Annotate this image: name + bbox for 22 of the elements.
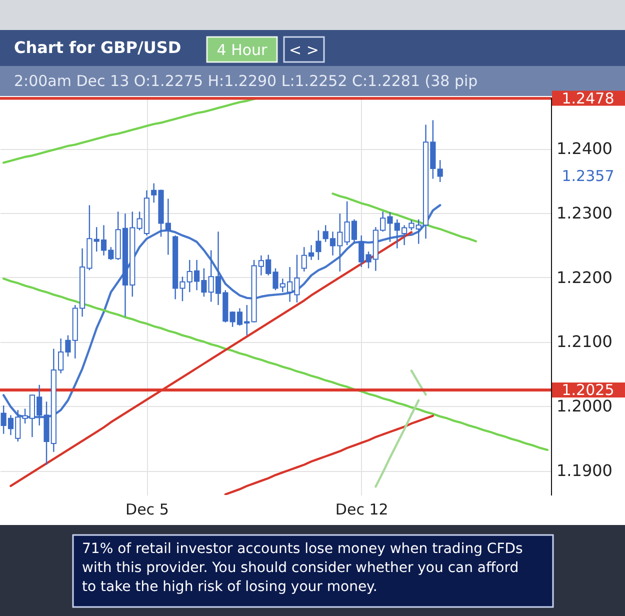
ref-line-label: 1.2025 — [562, 381, 614, 400]
chart-subtitle: 2:00am Dec 13 O:1.2275 H:1.2290 L:1.2252 C:1.2281 (38 pip — [14, 72, 478, 90]
text: 71% of retail investor accounts lose money when trading CFDs with this provider. You should consider whether you can afford to take the high risk of losing your money. — [82, 541, 523, 595]
candlestick — [437, 160, 443, 183]
y-tick-label: 1.2300 — [556, 203, 612, 222]
y-tick-label: 1.2200 — [556, 268, 612, 287]
x-tick-label: Dec 5 — [126, 500, 169, 518]
line-series — [224, 414, 434, 495]
y-tick-label: 1.1900 — [556, 461, 612, 480]
text: 1.2357 — [562, 167, 614, 185]
chart-title: Chart for GBP/USD — [14, 38, 182, 57]
text: < > — [289, 41, 319, 59]
line-series — [2, 278, 549, 452]
line-series — [332, 192, 477, 242]
line-series — [374, 399, 420, 488]
ref-line-label: 1.2478 — [562, 89, 614, 108]
candlestick — [316, 230, 322, 261]
y-tick-label: 1.2100 — [556, 332, 612, 352]
y-tick-label: 1.2000 — [556, 396, 612, 416]
text: 4 Hour — [216, 41, 268, 59]
x-tick-label: Dec 12 — [335, 500, 388, 518]
y-tick-label: 1.2400 — [556, 139, 612, 158]
